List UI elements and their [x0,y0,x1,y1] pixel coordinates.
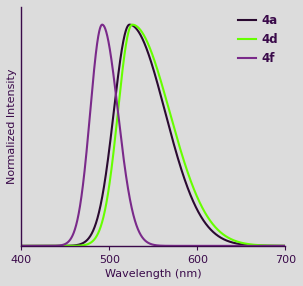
4d [250,243,254,246]
4f [121,149,125,152]
4a [19,244,23,248]
4f [284,244,287,248]
4d [65,244,69,248]
Legend: 4a, 4d, 4f: 4a, 4d, 4f [233,9,283,69]
4d [130,23,134,26]
4f [49,244,53,248]
4a [284,244,287,248]
Line: 4d: 4d [21,25,285,246]
4f [65,241,69,245]
4a [65,244,69,247]
4d [278,244,282,247]
Y-axis label: Normalized Intensity: Normalized Intensity [7,69,17,184]
4d [132,23,136,27]
4a [250,244,254,247]
Line: 4f: 4f [21,25,285,246]
4a [128,23,132,26]
4a [121,44,124,47]
4a [278,244,282,248]
4a [132,25,136,28]
4f [19,244,23,248]
4f [278,244,282,248]
X-axis label: Wavelength (nm): Wavelength (nm) [105,269,201,279]
4f [250,244,254,248]
4a [49,244,53,248]
4d [19,244,23,248]
4d [284,244,287,247]
4d [121,69,124,72]
4f [100,23,104,26]
Line: 4a: 4a [21,25,285,246]
4d [49,244,53,248]
4f [132,216,136,219]
